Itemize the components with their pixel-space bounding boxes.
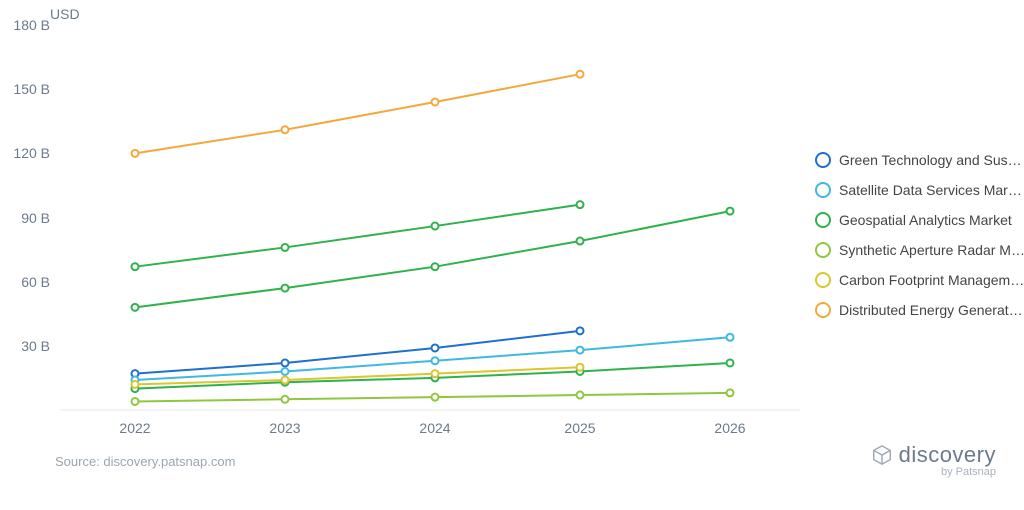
x-tick-label: 2026 xyxy=(714,420,745,436)
legend-item[interactable]: Carbon Footprint Management ... xyxy=(815,265,1024,295)
chart-container: USD Green Technology and Sustaina...Sate… xyxy=(0,0,1024,510)
source-attribution: Source: discovery.patsnap.com xyxy=(55,454,235,469)
brand-main-text: discovery xyxy=(899,442,996,468)
legend-swatch xyxy=(815,242,831,258)
legend-item[interactable]: Satellite Data Services Market xyxy=(815,175,1024,205)
x-tick-label: 2025 xyxy=(564,420,595,436)
legend-item[interactable]: Geospatial Analytics Market xyxy=(815,205,1024,235)
legend-item[interactable]: Distributed Energy Generation xyxy=(815,295,1024,325)
y-tick-label: 150 B xyxy=(10,81,50,97)
legend-label: Satellite Data Services Market xyxy=(839,182,1024,198)
y-tick-label: 180 B xyxy=(10,17,50,33)
legend-label: Carbon Footprint Management ... xyxy=(839,272,1024,288)
y-tick-label: 30 B xyxy=(10,338,50,354)
legend-label: Distributed Energy Generation xyxy=(839,302,1024,318)
legend-item[interactable]: Synthetic Aperture Radar Market xyxy=(815,235,1024,265)
legend-swatch xyxy=(815,272,831,288)
x-tick-label: 2024 xyxy=(419,420,450,436)
legend-label: Green Technology and Sustaina... xyxy=(839,152,1024,168)
x-tick-label: 2023 xyxy=(269,420,300,436)
legend-label: Geospatial Analytics Market xyxy=(839,212,1012,228)
x-tick-label: 2022 xyxy=(119,420,150,436)
legend: Green Technology and Sustaina... Satellit… xyxy=(815,145,1024,325)
legend-swatch xyxy=(815,152,831,168)
legend-label: Synthetic Aperture Radar Market xyxy=(839,242,1024,258)
y-tick-label: 60 B xyxy=(10,274,50,290)
brand-watermark: discovery by Patsnap xyxy=(871,442,996,478)
y-tick-label: 90 B xyxy=(10,210,50,226)
y-tick-label: 120 B xyxy=(10,145,50,161)
legend-swatch xyxy=(815,302,831,318)
legend-swatch xyxy=(815,212,831,228)
brand-icon xyxy=(871,444,893,466)
legend-item[interactable]: Green Technology and Sustaina... xyxy=(815,145,1024,175)
legend-swatch xyxy=(815,182,831,198)
